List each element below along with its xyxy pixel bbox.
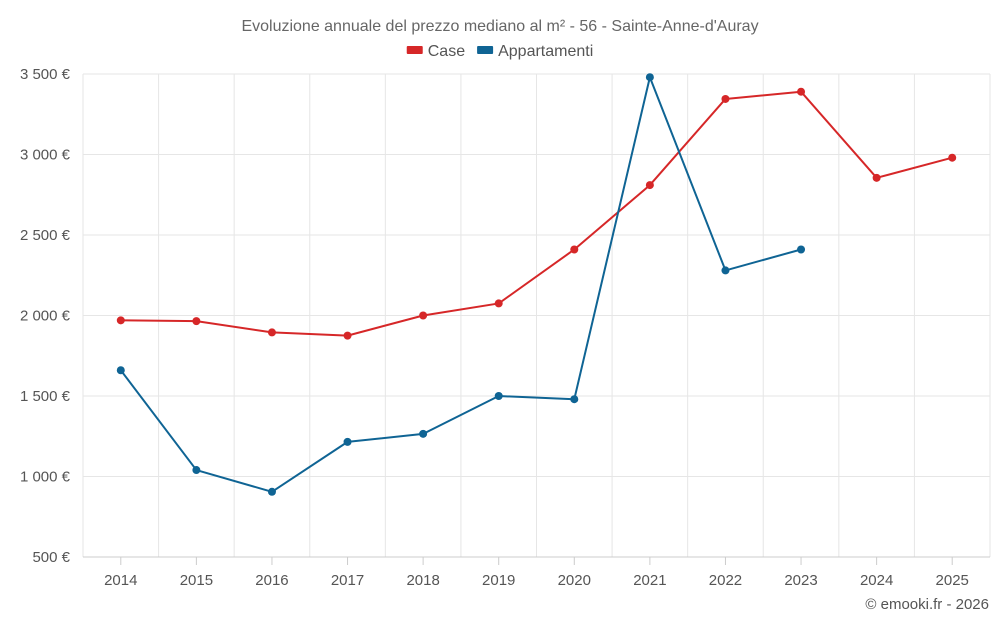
data-point-case-2020[interactable] bbox=[570, 245, 579, 254]
y-axis-ticks: 500 € 1 000 € 1 500 € 2 000 € 2 500 € 3 000 €… bbox=[20, 66, 71, 566]
series-layer bbox=[116, 73, 957, 496]
data-point-case-2022[interactable] bbox=[721, 94, 730, 103]
legend-swatch bbox=[477, 46, 494, 54]
data-point-appartamenti-2022[interactable] bbox=[721, 266, 730, 275]
data-point-appartamenti-2020[interactable] bbox=[570, 395, 579, 404]
credit-text: © emooki.fr - 2026 bbox=[865, 596, 989, 613]
y-tick-label: 500 € bbox=[32, 549, 70, 566]
data-point-appartamenti-2023[interactable] bbox=[797, 245, 806, 254]
x-tick-label: 2022 bbox=[709, 572, 742, 589]
data-point-case-2019[interactable] bbox=[494, 299, 503, 308]
x-tick-label: 2025 bbox=[936, 572, 969, 589]
data-point-appartamenti-2014[interactable] bbox=[116, 366, 125, 375]
legend-item-case[interactable]: Case bbox=[406, 43, 465, 60]
legend-label: Appartamenti bbox=[498, 43, 593, 60]
data-point-case-2024[interactable] bbox=[872, 173, 881, 182]
x-tick-label: 2018 bbox=[406, 572, 439, 589]
data-point-case-2023[interactable] bbox=[797, 87, 806, 96]
data-point-case-2021[interactable] bbox=[645, 181, 654, 190]
series-line-appartamenti bbox=[119, 76, 802, 493]
y-tick-label: 1 500 € bbox=[20, 388, 71, 405]
chart-title: Evoluzione annuale del prezzo mediano al… bbox=[241, 18, 758, 35]
x-tick-label: 2024 bbox=[860, 572, 893, 589]
y-tick-label: 3 500 € bbox=[20, 66, 71, 83]
x-tick-label: 2017 bbox=[331, 572, 364, 589]
x-tick-label: 2015 bbox=[180, 572, 213, 589]
data-point-appartamenti-2017[interactable] bbox=[343, 437, 352, 446]
x-tick-label: 2021 bbox=[633, 572, 666, 589]
x-tick-label: 2019 bbox=[482, 572, 515, 589]
data-point-appartamenti-2016[interactable] bbox=[267, 487, 276, 496]
legend-label: Case bbox=[428, 43, 465, 60]
series-line-case bbox=[120, 90, 953, 337]
y-tick-label: 3 000 € bbox=[20, 147, 71, 164]
data-point-case-2017[interactable] bbox=[343, 331, 352, 340]
legend: Case Appartamenti bbox=[406, 43, 593, 60]
data-point-case-2015[interactable] bbox=[192, 317, 201, 326]
data-point-case-2016[interactable] bbox=[267, 328, 276, 337]
legend-swatch bbox=[406, 46, 423, 54]
data-point-appartamenti-2015[interactable] bbox=[192, 466, 201, 475]
legend-item-appartamenti[interactable]: Appartamenti bbox=[477, 43, 593, 60]
y-tick-label: 2 500 € bbox=[20, 227, 71, 244]
data-point-case-2014[interactable] bbox=[116, 316, 125, 325]
x-axis-ticks: 2014 2015 2016 2017 2018 2019 2020 2021 2022 2023… bbox=[104, 557, 969, 589]
y-tick-label: 2 000 € bbox=[20, 308, 71, 325]
data-point-case-2018[interactable] bbox=[419, 311, 428, 320]
data-point-appartamenti-2019[interactable] bbox=[494, 392, 503, 400]
data-point-appartamenti-2021[interactable] bbox=[645, 73, 654, 82]
y-tick-label: 1 000 € bbox=[20, 469, 71, 486]
x-tick-label: 2016 bbox=[255, 572, 288, 589]
x-tick-label: 2014 bbox=[104, 572, 137, 589]
x-tick-label: 2020 bbox=[558, 572, 591, 589]
data-point-appartamenti-2018[interactable] bbox=[419, 429, 428, 438]
horizontal-gridlines bbox=[83, 73, 990, 558]
data-point-case-2025[interactable] bbox=[948, 153, 957, 162]
x-tick-label: 2023 bbox=[784, 572, 817, 589]
